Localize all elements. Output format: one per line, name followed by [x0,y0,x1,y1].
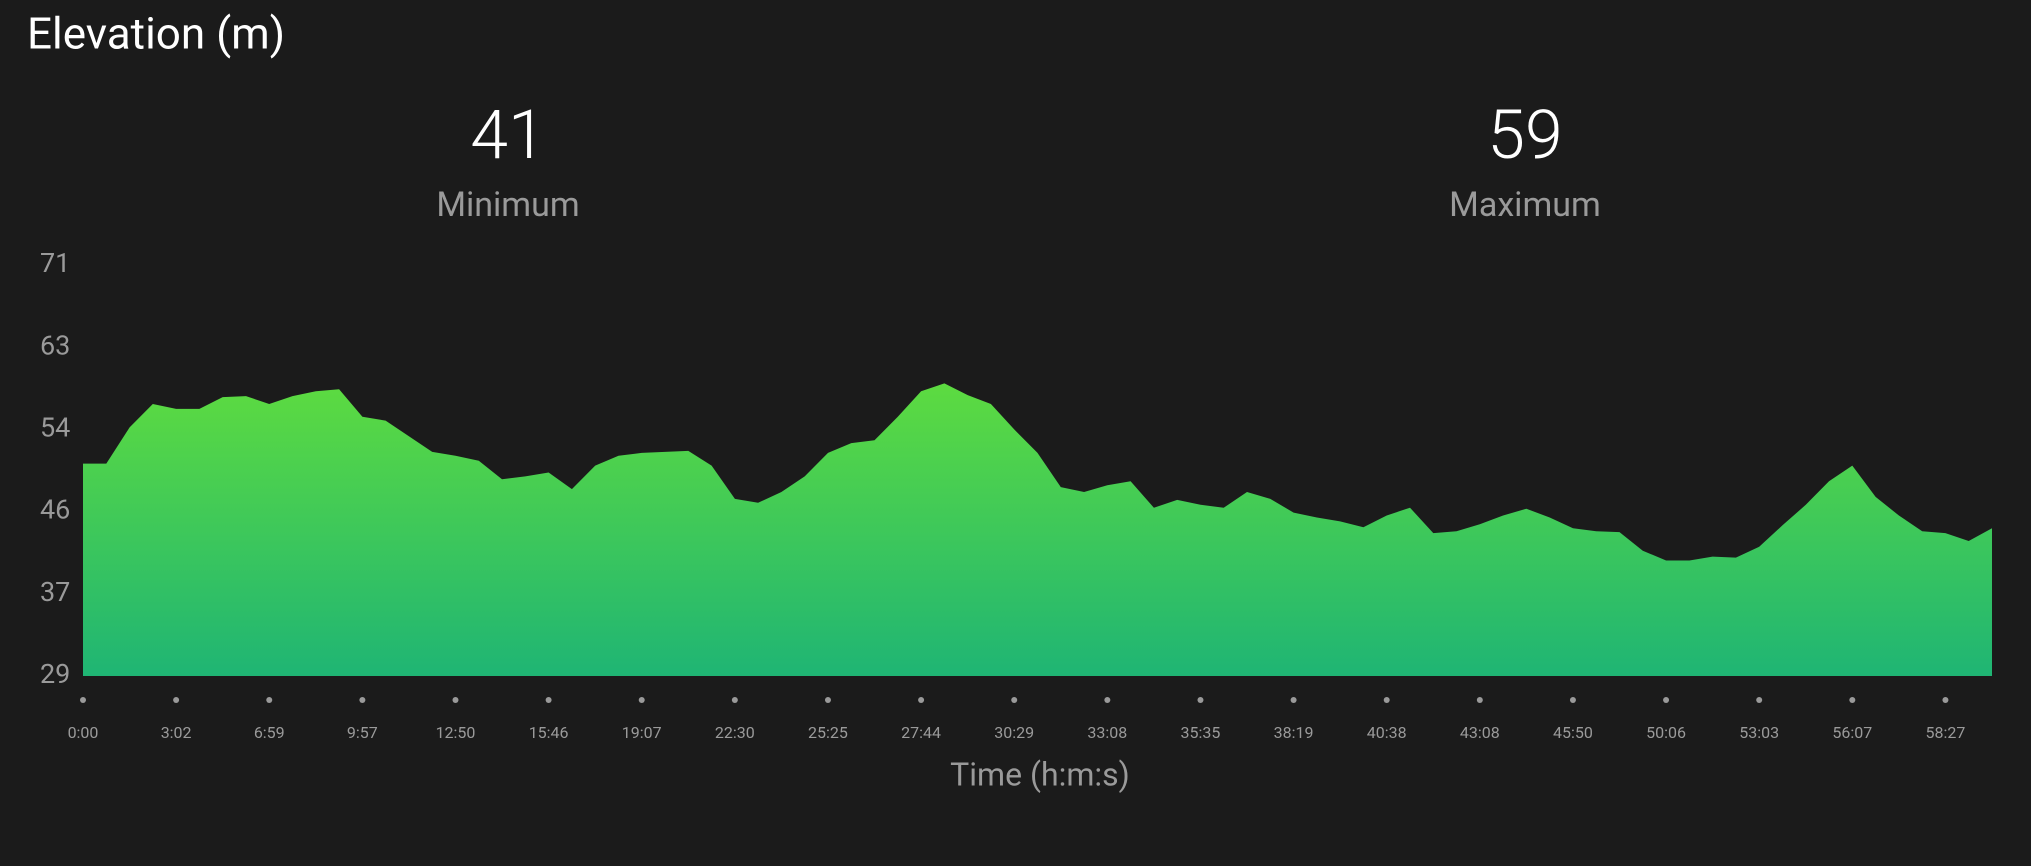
x-tick-label: 22:30 [715,723,755,742]
x-tick-label: 35:35 [1181,723,1221,742]
x-tick-label: 6:59 [254,723,285,742]
max-value: 59 [1487,95,1562,175]
x-tick-label: 9:57 [347,723,378,742]
min-value: 41 [470,95,545,175]
x-tick-label: 19:07 [622,723,662,742]
x-tick-label: 56:07 [1832,723,1872,742]
x-tick-dot [173,697,180,703]
x-tick-dot [1663,697,1670,703]
y-tick-label: 46 [40,494,70,526]
x-tick-dot [638,697,645,703]
y-tick-label: 71 [40,247,70,279]
x-tick-dot [824,697,831,703]
x-axis-label: Time (h:m:s) [950,755,1130,793]
x-tick-label: 38:19 [1274,723,1314,742]
x-tick-dot [1104,697,1111,703]
x-tick-label: 15:46 [529,723,569,742]
x-tick-label: 27:44 [901,723,941,742]
title: Elevation (m) [27,8,285,60]
x-tick-dot [731,697,738,703]
x-tick-dot [1476,697,1483,703]
x-tick-dot [452,697,459,703]
min-label: Minimum [436,185,579,225]
x-tick-dot [545,697,552,703]
x-tick-dot [1569,697,1576,703]
x-tick-label: 0:00 [68,723,99,742]
x-tick-dot [1756,697,1763,703]
x-tick-label: 33:08 [1087,723,1127,742]
x-tick-dot [359,697,366,703]
x-tick-dot [80,697,86,703]
x-tick-dot [1849,697,1856,703]
x-tick-label: 50:06 [1646,723,1686,742]
x-tick-label: 3:02 [161,723,192,742]
y-tick-label: 37 [40,576,70,608]
y-tick-label: 54 [40,412,70,444]
x-tick-dot [1942,697,1949,703]
x-tick-dot [1290,697,1297,703]
x-tick-label: 43:08 [1460,723,1500,742]
x-tick-label: 58:27 [1926,723,1966,742]
x-tick-label: 30:29 [994,723,1034,742]
x-tick-label: 12:50 [436,723,476,742]
x-tick-dot [918,697,925,703]
elevation-area [83,383,1992,676]
x-tick-label: 25:25 [808,723,848,742]
max-label: Maximum [1449,185,1601,225]
x-tick-dot [266,697,273,703]
x-tick-label: 40:38 [1367,723,1407,742]
x-tick-label: 45:50 [1553,723,1593,742]
y-tick-label: 63 [40,329,70,361]
y-tick-label: 29 [40,658,70,690]
x-tick-dot [1011,697,1018,703]
x-tick-dot [1197,697,1204,703]
x-tick-dot [1383,697,1390,703]
x-tick-label: 53:03 [1739,723,1779,742]
